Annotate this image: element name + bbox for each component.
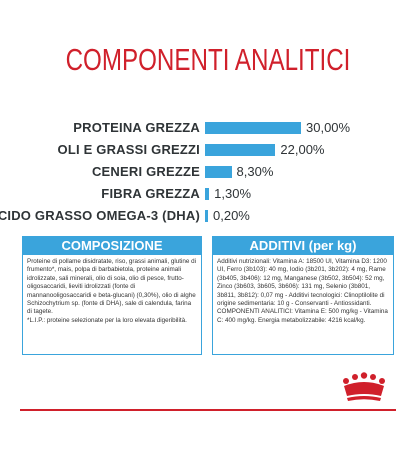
bar	[205, 122, 301, 134]
composizione-note: *L.I.P.: proteine selezionate per la lor…	[27, 316, 187, 324]
bar-row: FIBRA GREZZA 1,30%	[0, 184, 416, 204]
composizione-text: Proteine di pollame disidratate, riso, g…	[27, 258, 197, 316]
bar-value-label: 0,20%	[213, 208, 250, 223]
bar-category-label: ACIDO GRASSO OMEGA-3 (DHA)	[0, 208, 200, 223]
crown-icon	[343, 372, 385, 401]
bar-category-label: PROTEINA GREZZA	[73, 120, 200, 135]
bar	[205, 144, 276, 156]
bar-row: CENERI GREZZE 8,30%	[0, 162, 416, 182]
bottom-divider	[20, 409, 396, 411]
composizione-panel: Proteine di pollame disidratate, riso, g…	[22, 255, 202, 355]
bar-value-label: 22,00%	[280, 142, 325, 157]
bar-row: ACIDO GRASSO OMEGA-3 (DHA) 0,20%	[0, 206, 416, 226]
composizione-header: COMPOSIZIONE	[22, 236, 202, 255]
bar	[205, 210, 208, 222]
analytic-bar-chart: PROTEINA GREZZA 30,00% OLI E GRASSI GREZZI…	[0, 118, 416, 228]
bar	[205, 188, 210, 200]
bar-category-label: CENERI GREZZE	[91, 164, 200, 179]
bar-value-label: 1,30%	[214, 186, 252, 201]
bar-value-label: 8,30%	[236, 164, 274, 179]
additivi-text: Additivi nutrizionali: Vitamina A: 18500…	[217, 258, 388, 324]
additivi-header: ADDITIVI (per kg)	[212, 236, 394, 255]
bar-value-label: 30,00%	[306, 120, 351, 135]
additivi-panel: Additivi nutrizionali: Vitamina A: 18500…	[212, 255, 394, 355]
bar-category-label: FIBRA GREZZA	[101, 186, 200, 201]
bar-category-label: OLI E GRASSI GREZZI	[57, 142, 200, 157]
bar-row: OLI E GRASSI GREZZI 22,00%	[0, 140, 416, 160]
bar	[205, 166, 232, 178]
bar-row: PROTEINA GREZZA 30,00%	[0, 118, 416, 138]
page-title: COMPONENTI ANALITICI	[65, 42, 351, 77]
